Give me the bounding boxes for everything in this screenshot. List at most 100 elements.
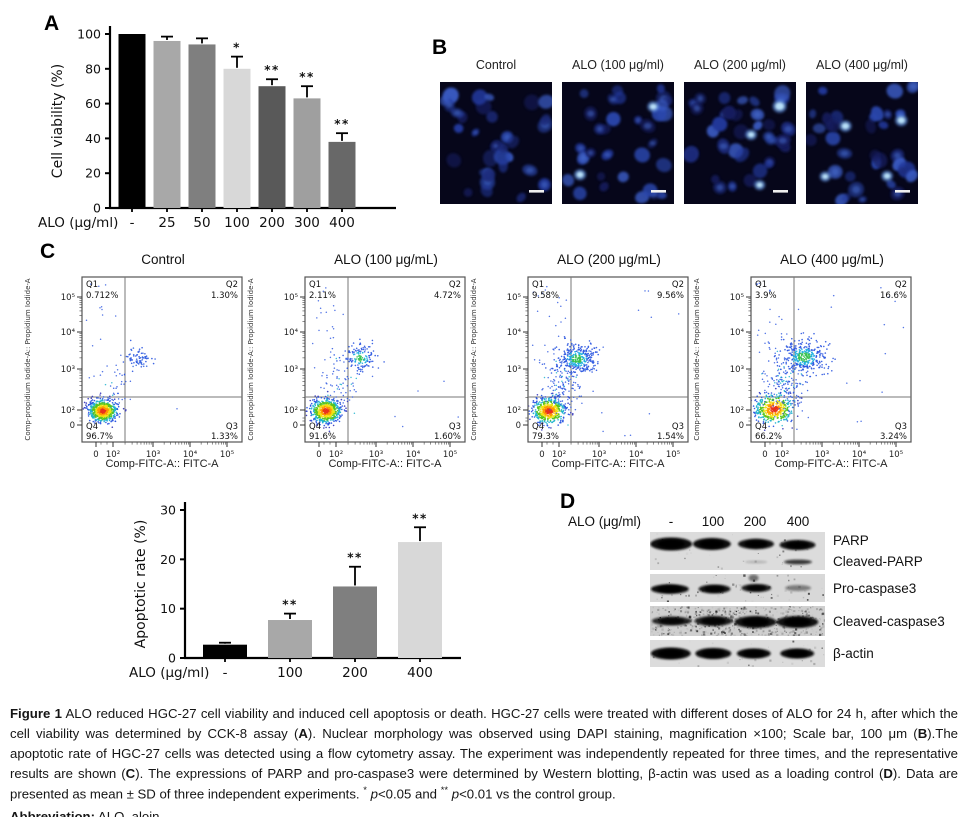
dapi-image-title: ALO (200 μg/ml) xyxy=(694,58,786,72)
svg-text:Q1: Q1 xyxy=(532,280,544,290)
svg-text:ALO (μg/ml): ALO (μg/ml) xyxy=(38,215,118,231)
svg-text:1.54%: 1.54% xyxy=(657,432,684,442)
svg-text:2.11%: 2.11% xyxy=(309,291,336,301)
svg-text:-: - xyxy=(130,215,135,231)
svg-text:10⁵: 10⁵ xyxy=(443,450,457,460)
svg-text:Comp-propidium Iodide-A:: Prop: Comp-propidium Iodide-A:: Propidium Iodi… xyxy=(693,278,701,440)
blot-dose-value: 200 xyxy=(743,514,767,529)
svg-text:30: 30 xyxy=(160,503,176,518)
svg-text:10²: 10² xyxy=(284,406,298,416)
figure-caption: Figure 1 ALO reduced HGC-27 cell viabili… xyxy=(10,704,958,805)
blot-row-labels: β-actin xyxy=(833,640,874,667)
svg-text:10³: 10³ xyxy=(815,450,829,460)
svg-text:10²: 10² xyxy=(329,450,343,460)
svg-text:Q2: Q2 xyxy=(226,280,238,290)
svg-text:0: 0 xyxy=(70,421,75,431)
svg-text:Q2: Q2 xyxy=(449,280,461,290)
svg-text:200: 200 xyxy=(342,665,368,681)
svg-text:0: 0 xyxy=(739,421,744,431)
svg-text:3.24%: 3.24% xyxy=(880,432,907,442)
svg-text:3.9%: 3.9% xyxy=(755,291,777,301)
blot-strip xyxy=(650,574,825,602)
svg-text:*: * xyxy=(233,41,241,55)
svg-text:ALO (μg/ml): ALO (μg/ml) xyxy=(129,665,209,681)
svg-text:100: 100 xyxy=(224,215,250,231)
caption-segment: ALO reduced HGC-27 cell viability and in… xyxy=(10,706,958,742)
svg-text:0: 0 xyxy=(516,421,521,431)
svg-text:60: 60 xyxy=(85,96,101,111)
panel-c-label: C xyxy=(40,240,56,263)
svg-text:9.56%: 9.56% xyxy=(657,291,684,301)
flow-plot-title: ALO (100 μg/mL) xyxy=(334,252,438,267)
svg-text:Cell viability (%): Cell viability (%) xyxy=(50,64,66,178)
blot-protein-label: β-actin xyxy=(833,646,874,661)
svg-text:1.33%: 1.33% xyxy=(211,432,238,442)
panel-a-label: A xyxy=(44,12,60,35)
blot-rows: PARP Cleaved-PARP Pro-caspase3 Cleaved-casp… xyxy=(650,532,945,667)
caption-segment: A xyxy=(298,726,308,742)
caption-segment: ). Data are presented as mean ± SD of th… xyxy=(10,766,959,802)
svg-text:Q2: Q2 xyxy=(672,280,684,290)
panel-d-label: D xyxy=(560,490,576,513)
svg-text:40: 40 xyxy=(85,131,101,146)
panel-b-label: B xyxy=(432,36,448,59)
svg-text:Q4: Q4 xyxy=(86,422,98,432)
flow-x-axis-label: Comp-FITC-A:: FITC-A xyxy=(328,458,442,470)
flow-cytometry-plots: Control 0 10² 10³ 10⁴ 10⁵ 0 10² 10³ 10⁴ 10⁵ Comp-pr… xyxy=(8,252,912,470)
svg-text:Q3: Q3 xyxy=(449,422,461,432)
svg-text:10⁴: 10⁴ xyxy=(852,450,867,460)
svg-text:10³: 10³ xyxy=(146,450,160,460)
svg-text:10³: 10³ xyxy=(284,365,298,375)
caption-segment: * xyxy=(363,785,367,797)
svg-text:10²: 10² xyxy=(552,450,566,460)
caption-segment: ** xyxy=(440,785,449,797)
dapi-image-tile: ALO (100 μg/ml) xyxy=(562,58,674,209)
svg-text:10⁴: 10⁴ xyxy=(629,450,644,460)
dapi-image-title: ALO (400 μg/ml) xyxy=(816,58,908,72)
svg-text:Q4: Q4 xyxy=(755,422,767,432)
flow-scatter: 0 10² 10³ 10⁴ 10⁵ 0 10² 10³ 10⁴ 10⁵ Comp-propidium… xyxy=(247,276,466,460)
dapi-image-tile: Control xyxy=(439,58,555,209)
svg-text:1.60%: 1.60% xyxy=(434,432,461,442)
svg-text:16.6%: 16.6% xyxy=(880,291,907,301)
caption-segment: ). The expressions of PARP and pro-caspa… xyxy=(135,766,884,782)
blot-row: PARP Cleaved-PARP xyxy=(650,532,945,570)
flow-x-axis-label: Comp-FITC-A:: FITC-A xyxy=(774,458,888,470)
flow-plot-control: Control 0 10² 10³ 10⁴ 10⁵ 0 10² 10³ 10⁴ 10⁵ Comp-pr… xyxy=(8,252,243,470)
blot-row-labels: PARP Cleaved-PARP xyxy=(833,532,923,570)
blot-protein-label: Pro-caspase3 xyxy=(833,580,917,596)
dapi-image-tile: ALO (200 μg/ml) xyxy=(683,58,796,209)
caption-segment: ALO, aloin. xyxy=(95,808,164,817)
svg-text:10⁴: 10⁴ xyxy=(183,450,198,460)
dapi-image xyxy=(562,82,674,204)
dapi-staining-images: Control ALO (100 μg/ml) ALO (200 μg/ml) ALO… xyxy=(439,58,920,209)
svg-text:96.7%: 96.7% xyxy=(86,432,113,442)
caption-segment: B xyxy=(917,726,928,742)
blot-strip xyxy=(650,640,825,667)
svg-text:Q3: Q3 xyxy=(672,422,684,432)
scale-bar xyxy=(895,190,910,193)
blot-row-labels: Pro-caspase3 xyxy=(833,574,916,602)
svg-text:Apoptotic rate (%): Apoptotic rate (%) xyxy=(133,520,149,649)
blot-row-labels: Cleaved-caspase3 xyxy=(833,606,945,636)
blot-dose-value: 100 xyxy=(701,514,725,529)
caption-segment: C xyxy=(125,766,136,782)
svg-text:0: 0 xyxy=(93,450,98,460)
svg-text:50: 50 xyxy=(193,215,210,231)
svg-text:10³: 10³ xyxy=(730,365,744,375)
flow-x-axis-label: Comp-FITC-A:: FITC-A xyxy=(105,458,219,470)
blot-row: β-actin xyxy=(650,640,945,667)
svg-text:100: 100 xyxy=(277,665,303,681)
svg-text:10⁵: 10⁵ xyxy=(666,450,680,460)
flow-scatter: 0 10² 10³ 10⁴ 10⁵ 0 10² 10³ 10⁴ 10⁵ Comp-propidium… xyxy=(24,276,243,460)
svg-text:9.58%: 9.58% xyxy=(532,291,559,301)
caption-segment: <0.01 vs the control group. xyxy=(459,786,616,802)
apoptotic-rate-bar-chart: 0 10 20 30 Apoptotic rate (%) - ** 100 ** 200 ** 40… xyxy=(129,502,461,681)
dapi-image xyxy=(683,82,796,204)
svg-text:**: ** xyxy=(282,598,298,612)
caption-segment: ).The apoptotic rate of HGC-27 cells was… xyxy=(10,726,958,782)
svg-text:10: 10 xyxy=(160,601,176,616)
svg-text:**: ** xyxy=(299,70,315,84)
dapi-image xyxy=(804,79,920,206)
